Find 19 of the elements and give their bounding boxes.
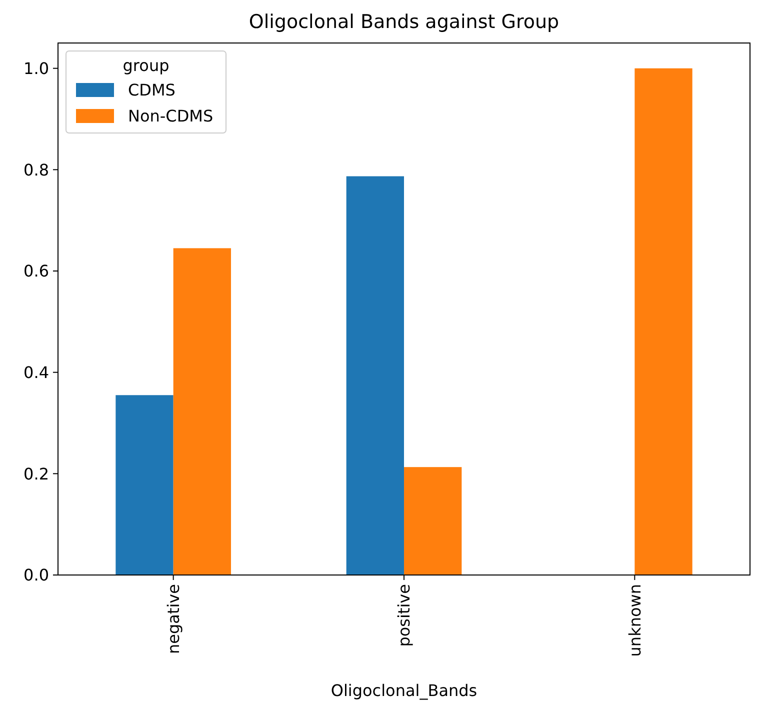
y-tick-label: 1.0: [24, 58, 49, 78]
y-tick-label: 0.8: [24, 160, 49, 180]
x-axis-title: Oligoclonal_Bands: [330, 681, 478, 700]
y-tick-label: 0.4: [24, 362, 49, 382]
legend-label: Non-CDMS: [128, 106, 214, 126]
y-tick-label: 0.0: [24, 566, 49, 585]
legend-label: CDMS: [128, 80, 176, 100]
bar: [173, 248, 231, 575]
bar: [404, 467, 462, 575]
chart-title: Oligoclonal Bands against Group: [248, 11, 560, 33]
bar: [346, 176, 404, 575]
x-tick-label: unknown: [625, 584, 644, 657]
y-tick-label: 0.2: [24, 464, 49, 484]
bar: [634, 68, 692, 575]
x-tick-label: positive: [394, 584, 414, 647]
legend-title: group: [122, 56, 170, 75]
bar: [116, 395, 174, 575]
x-tick-label: negative: [164, 584, 183, 654]
y-tick-label: 0.6: [24, 262, 49, 281]
